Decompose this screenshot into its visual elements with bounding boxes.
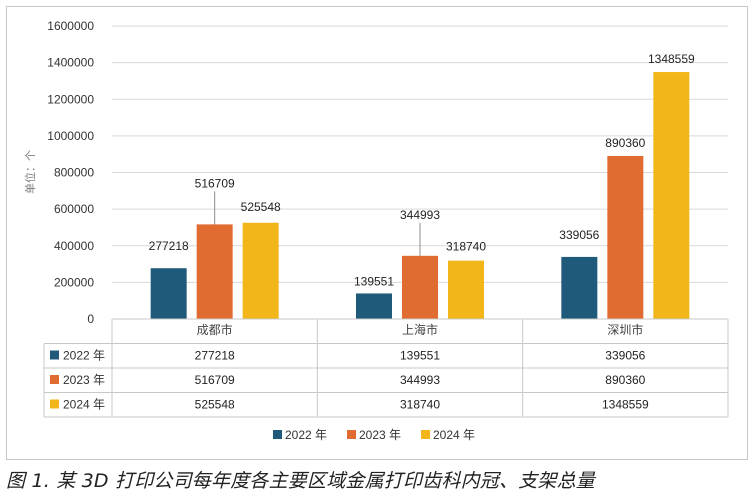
- data-label: 318740: [446, 240, 486, 254]
- category-label: 深圳市: [607, 322, 643, 337]
- legend-swatch: [347, 430, 356, 439]
- y-tick-label: 600000: [54, 202, 94, 216]
- bar: [242, 222, 279, 319]
- table-legend-key: [50, 399, 59, 409]
- table-cell: 890360: [605, 373, 645, 387]
- y-tick-label: 800000: [54, 166, 94, 180]
- data-label: 277218: [149, 239, 189, 253]
- y-tick-label: 1000000: [47, 129, 94, 143]
- table-cell: 318740: [400, 398, 440, 412]
- bar: [150, 268, 187, 319]
- y-tick-label: 200000: [54, 275, 94, 289]
- table-cell: 525548: [195, 398, 235, 412]
- table-cell: 277218: [195, 349, 235, 363]
- y-tick-label: 1400000: [47, 56, 94, 70]
- bar: [196, 224, 233, 319]
- data-label: 139551: [354, 274, 394, 288]
- table-series-label: 2023 年: [63, 373, 105, 387]
- y-tick-label: 0: [87, 312, 94, 326]
- table-series-label: 2022 年: [63, 349, 105, 363]
- legend-label: 2024 年: [433, 428, 475, 442]
- legend-label: 2022 年: [285, 428, 327, 442]
- y-tick-label: 400000: [54, 239, 94, 253]
- data-label: 1348559: [648, 52, 695, 66]
- data-label: 344993: [400, 208, 440, 222]
- data-label: 339056: [559, 228, 599, 242]
- table-legend-key: [50, 350, 59, 360]
- y-axis-label: 单位：个: [23, 150, 37, 194]
- bar: [653, 72, 690, 319]
- bar: [448, 260, 484, 319]
- y-tick-label: 1200000: [47, 92, 94, 106]
- legend-swatch: [273, 430, 282, 439]
- table-cell: 344993: [400, 373, 440, 387]
- data-label: 525548: [241, 200, 281, 214]
- bar: [356, 293, 392, 319]
- legend-swatch: [421, 430, 430, 439]
- figure-caption: 图 1. 某 3D 打印公司每年度各主要区域金属打印齿科内冠、支架总量: [6, 470, 596, 492]
- table-legend-key: [50, 375, 59, 384]
- bar-chart: 0 200000 400000 600000 800000 1000000 1200000 1…: [23, 19, 729, 442]
- table-cell: 339056: [605, 349, 645, 363]
- y-tick-label: 1600000: [47, 19, 94, 33]
- category-label: 上海市: [402, 322, 438, 337]
- bar: [561, 256, 598, 319]
- bar: [607, 155, 644, 319]
- data-label: 516709: [195, 176, 235, 190]
- legend-label: 2023 年: [359, 428, 401, 442]
- table-cell: 1348559: [602, 398, 649, 412]
- category-label: 成都市: [197, 322, 233, 337]
- data-label: 890360: [605, 136, 645, 150]
- table-cell: 139551: [400, 349, 440, 363]
- bar: [402, 255, 438, 319]
- table-series-label: 2024 年: [63, 398, 105, 412]
- table-cell: 516709: [195, 373, 235, 387]
